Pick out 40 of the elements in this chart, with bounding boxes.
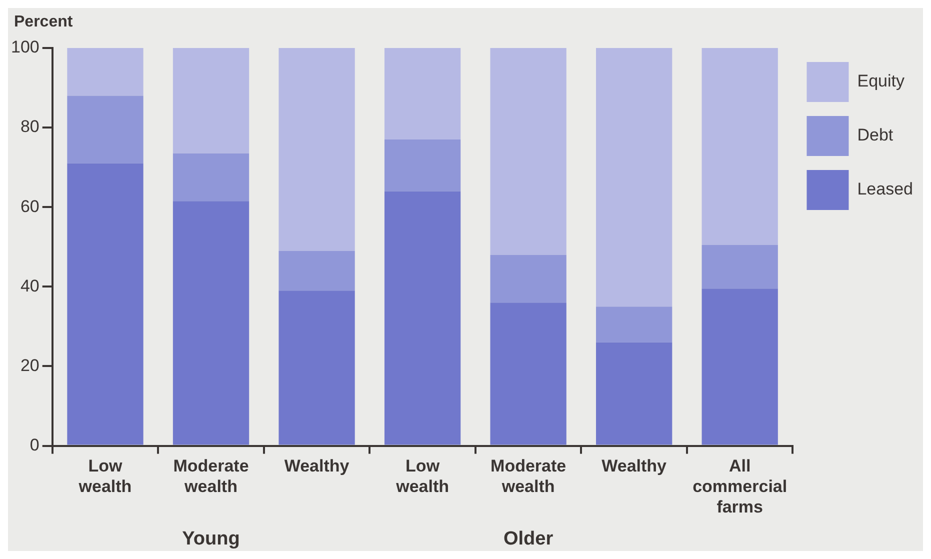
legend-label: Equity [857, 72, 905, 91]
x-tick-label: All commercial farms [692, 456, 788, 516]
bar [702, 244, 778, 289]
x-tick-label: Wealthy [602, 456, 668, 476]
y-tick-label: 80 [20, 117, 40, 136]
y-tick-label: 40 [20, 276, 40, 296]
text: Older [504, 528, 554, 550]
bar [67, 163, 144, 445]
bar [67, 96, 144, 164]
bar [702, 288, 778, 445]
y-tick-label: 20 [20, 356, 40, 375]
bar [490, 254, 566, 303]
y-tick-label: 100 [10, 38, 40, 57]
x-tick-label: Low wealth [78, 456, 132, 496]
bar [67, 48, 144, 96]
bar [702, 48, 778, 245]
bar [278, 48, 355, 251]
bar [278, 250, 355, 291]
x-tick-label: Moderate wealth [173, 456, 249, 496]
bar [384, 48, 461, 140]
bar [490, 302, 566, 445]
bar [596, 342, 672, 445]
x-tick-label: Low wealth [395, 456, 449, 496]
bar [172, 153, 250, 202]
x-tick-label: Moderate wealth [490, 456, 566, 496]
bar [490, 48, 566, 255]
legend-label: Debt [857, 126, 894, 145]
bar [172, 48, 250, 154]
bar [596, 48, 672, 307]
bar [384, 191, 461, 445]
bar [172, 201, 250, 445]
y-axis-title: Percent [14, 13, 74, 30]
bar [384, 139, 461, 192]
y-tick-label: 0 [30, 435, 40, 454]
text: Young [182, 528, 240, 550]
bar [596, 306, 672, 342]
y-tick-label: 60 [20, 196, 40, 216]
bar [278, 290, 355, 445]
x-tick-label: Wealthy [284, 456, 350, 476]
legend-label: Leased [857, 180, 914, 199]
